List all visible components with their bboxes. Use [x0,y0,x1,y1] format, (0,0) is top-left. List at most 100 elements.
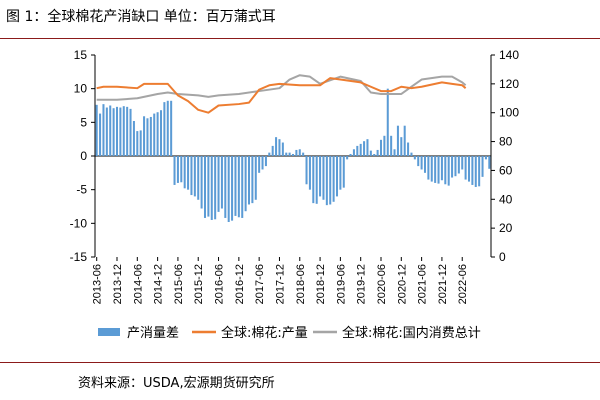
gap-bar [333,156,335,202]
x-tick-label: 2014-12 [153,264,165,304]
gap-bar [133,121,135,156]
cotton-gap-chart: -15 -10 -5 0 5 10 15 0 20 40 60 80 100 120 140 2013-0… [0,0,600,362]
gap-bar [241,156,243,218]
gap-bar [163,102,165,156]
gap-bar [390,136,392,156]
gap-bar [201,156,203,209]
x-tick-label: 2021-06 [417,264,429,304]
footer-divider [0,362,600,363]
gap-bar [228,156,230,222]
right-tick-label: 40 [499,192,513,206]
x-tick-label: 2013-12 [112,264,124,304]
gap-bar [157,112,159,156]
gap-bar [251,156,253,203]
legend: 产消量差 全球:棉花:产量 全球:棉花:国内消费总计 [98,325,481,341]
gap-bar [377,150,379,156]
gap-bar [123,106,125,156]
x-tick-label: 2019-12 [356,264,368,304]
left-tick-label: -10 [70,216,88,230]
gap-bar [312,156,314,203]
gap-bar [116,107,118,156]
gap-bar [380,140,382,156]
gap-bar [146,118,148,156]
gap-bar [383,136,385,156]
gap-bar [167,101,169,156]
gap-bar [485,156,487,159]
gap-bar [465,156,467,180]
gap-bar [119,108,121,156]
x-tick-label: 2019-06 [335,264,347,304]
gap-bar [136,131,138,156]
left-axis-ticks: -15 -10 -5 0 5 10 15 [70,48,95,264]
gap-bar [356,146,358,156]
gap-bar [451,156,453,178]
gap-bar [431,156,433,182]
gap-bar [126,107,128,156]
gap-bar [289,153,291,156]
gap-bar [106,108,108,156]
gap-bar [427,156,429,180]
gap-bar [234,156,236,216]
gap-bar [295,150,297,156]
right-tick-label: 0 [499,250,506,264]
gap-bar [174,156,176,185]
right-tick-label: 140 [499,48,519,62]
left-tick-label: -15 [70,250,88,264]
gap-bar [221,156,223,209]
legend-swatch-gap [98,328,120,336]
x-tick-label: 2017-12 [274,264,286,304]
x-tick-label: 2017-06 [254,264,266,304]
x-tick-label: 2018-12 [315,264,327,304]
gap-bar [468,156,470,182]
gap-bar [292,154,294,156]
source-note: 资料来源：USDA,宏源期货研究所 [78,372,275,391]
gap-bar [339,156,341,190]
gap-bar [417,156,419,166]
gap-bar [404,126,406,156]
gap-bar [197,156,199,200]
gap-bar [326,156,328,205]
gap-bar [238,156,240,217]
gap-bar [96,105,98,156]
legend-label-production: 全球:棉花:产量 [221,325,308,341]
gap-bar [153,114,155,156]
gap-bar [245,156,247,211]
gap-bar [414,156,416,159]
gap-bar [204,156,206,218]
left-tick-label: 15 [74,48,88,62]
gap-bar [285,153,287,156]
gap-bar [306,156,308,184]
gap-bar [322,156,324,200]
gap-bar [130,109,132,156]
gap-bar [441,156,443,180]
left-tick-label: 0 [80,149,87,163]
right-axis-ticks: 020406080100120140 [491,48,519,264]
gap-bar [224,156,226,218]
gap-bar [218,156,220,212]
gap-bar [438,156,440,184]
right-tick-label: 60 [499,163,513,177]
gap-bar [265,156,267,166]
x-axis-ticks: 2013-06 2013-12 2014-06 2014-12 2015-06 2015-… [92,257,470,304]
right-tick-label: 20 [499,221,513,235]
gap-bar [397,126,399,156]
left-tick-label: 5 [80,115,87,129]
gap-bar [268,153,270,156]
gap-bar [190,156,192,195]
gap-bar [258,156,260,173]
gap-bar [184,156,186,188]
gap-bar [319,156,321,196]
gap-bar [109,106,111,157]
gap-bar [434,156,436,183]
gap-bar [343,156,345,188]
gap-bar [211,156,213,220]
gap-bars [96,89,491,222]
x-tick-label: 2015-12 [193,264,205,304]
gap-bar [444,156,446,184]
gap-bar [373,154,375,156]
gap-bar [366,139,368,156]
gap-bar [407,143,409,156]
right-tick-label: 80 [499,135,513,149]
gap-bar [99,114,101,156]
gap-bar [150,117,152,156]
